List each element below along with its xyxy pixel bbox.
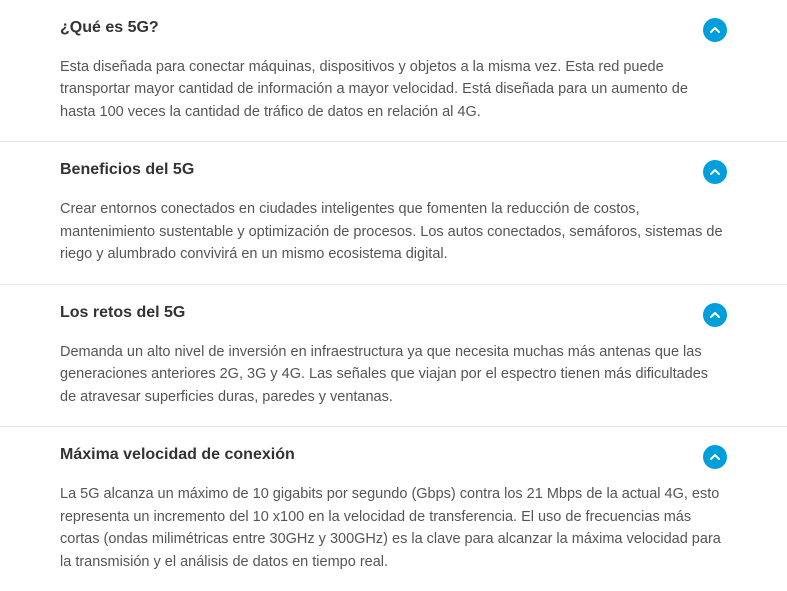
- accordion-container: ¿Qué es 5G? Esta diseñada para conectar …: [0, 0, 787, 591]
- accordion-title: ¿Qué es 5G?: [60, 18, 159, 39]
- accordion-body: Demanda un alto nivel de inversión en in…: [60, 341, 727, 408]
- accordion-title: Máxima velocidad de conexión: [60, 445, 295, 466]
- accordion-title: Los retos del 5G: [60, 303, 185, 324]
- accordion-body: La 5G alcanza un máximo de 10 gigabits p…: [60, 483, 727, 573]
- accordion-body: Crear entornos conectados en ciudades in…: [60, 198, 727, 265]
- chevron-up-icon: [709, 451, 721, 463]
- accordion-item: Máxima velocidad de conexión La 5G alcan…: [0, 427, 787, 591]
- chevron-up-icon: [709, 309, 721, 321]
- chevron-up-icon: [709, 24, 721, 36]
- accordion-title: Beneficios del 5G: [60, 160, 194, 181]
- accordion-header[interactable]: Beneficios del 5G: [60, 160, 727, 184]
- chevron-up-icon: [709, 166, 721, 178]
- accordion-header[interactable]: ¿Qué es 5G?: [60, 18, 727, 42]
- accordion-header[interactable]: Los retos del 5G: [60, 303, 727, 327]
- accordion-item: Beneficios del 5G Crear entornos conecta…: [0, 142, 787, 284]
- accordion-body: Esta diseñada para conectar máquinas, di…: [60, 56, 727, 123]
- accordion-header[interactable]: Máxima velocidad de conexión: [60, 445, 727, 469]
- accordion-item: ¿Qué es 5G? Esta diseñada para conectar …: [0, 0, 787, 142]
- collapse-button[interactable]: [703, 18, 727, 42]
- collapse-button[interactable]: [703, 445, 727, 469]
- collapse-button[interactable]: [703, 160, 727, 184]
- accordion-item: Los retos del 5G Demanda un alto nivel d…: [0, 285, 787, 427]
- collapse-button[interactable]: [703, 303, 727, 327]
